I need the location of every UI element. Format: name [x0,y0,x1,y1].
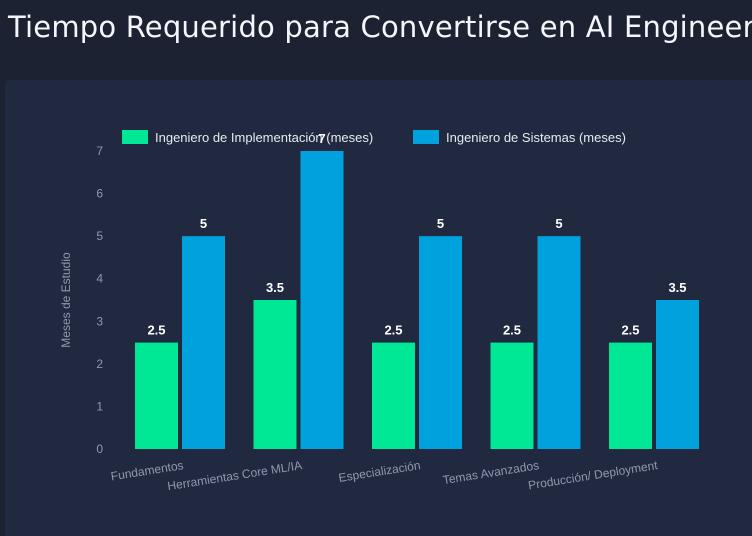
y-tick-label: 7 [96,144,103,158]
y-tick-label: 0 [96,442,103,456]
y-tick-label: 2 [96,357,103,371]
bar-series-2-0 [182,236,225,449]
data-label: 2.5 [384,323,402,338]
y-tick-label: 5 [96,229,103,243]
legend-label: Ingeniero de Implementación (meses) [155,130,373,145]
bar-series-1-1 [253,300,297,449]
data-label: 5 [437,216,444,231]
bar-series-1-0 [135,342,178,449]
data-label: 2.5 [503,323,521,338]
page-title: Tiempo Requerido para Convertirse en AI … [8,10,752,44]
y-tick-label: 4 [96,272,103,286]
y-tick-label: 3 [96,314,103,328]
bar-series-2-2 [419,236,462,449]
bar-series-2-4 [656,300,699,449]
data-label: 7 [318,131,325,146]
y-tick-label: 1 [96,399,103,413]
data-label: 5 [555,216,562,231]
x-tick-label: Herramientas Core ML/IA [166,458,303,493]
data-label: 3.5 [668,280,686,295]
y-axis: 0 1 2 3 4 5 6 7 [96,144,103,456]
bars: 2.5 3.5 2.5 2.5 2.5 5 7 5 5 3.5 [135,131,699,449]
data-label: 5 [200,216,207,231]
x-tick-label: Especialización [338,458,422,485]
x-tick-label: Temas Avanzados [442,458,540,487]
data-label: 2.5 [621,323,639,338]
data-label: 2.5 [147,323,165,338]
bar-series-1-2 [372,342,415,449]
chart-panel [5,80,752,536]
legend: Ingeniero de Implementación (meses) Ingen… [122,130,626,145]
legend-swatch [122,130,148,144]
bar-series-2-3 [537,236,581,449]
y-axis-label: Meses de Estudio [59,252,73,348]
legend-label: Ingeniero de Sistemas (meses) [446,130,626,145]
y-tick-label: 6 [96,187,103,201]
bar-series-2-1 [300,151,344,449]
data-label: 3.5 [266,280,284,295]
bar-series-1-3 [490,342,534,449]
legend-swatch [413,130,439,144]
x-tick-label: Producción/ Deployment [527,458,659,492]
bar-series-1-4 [609,342,652,449]
